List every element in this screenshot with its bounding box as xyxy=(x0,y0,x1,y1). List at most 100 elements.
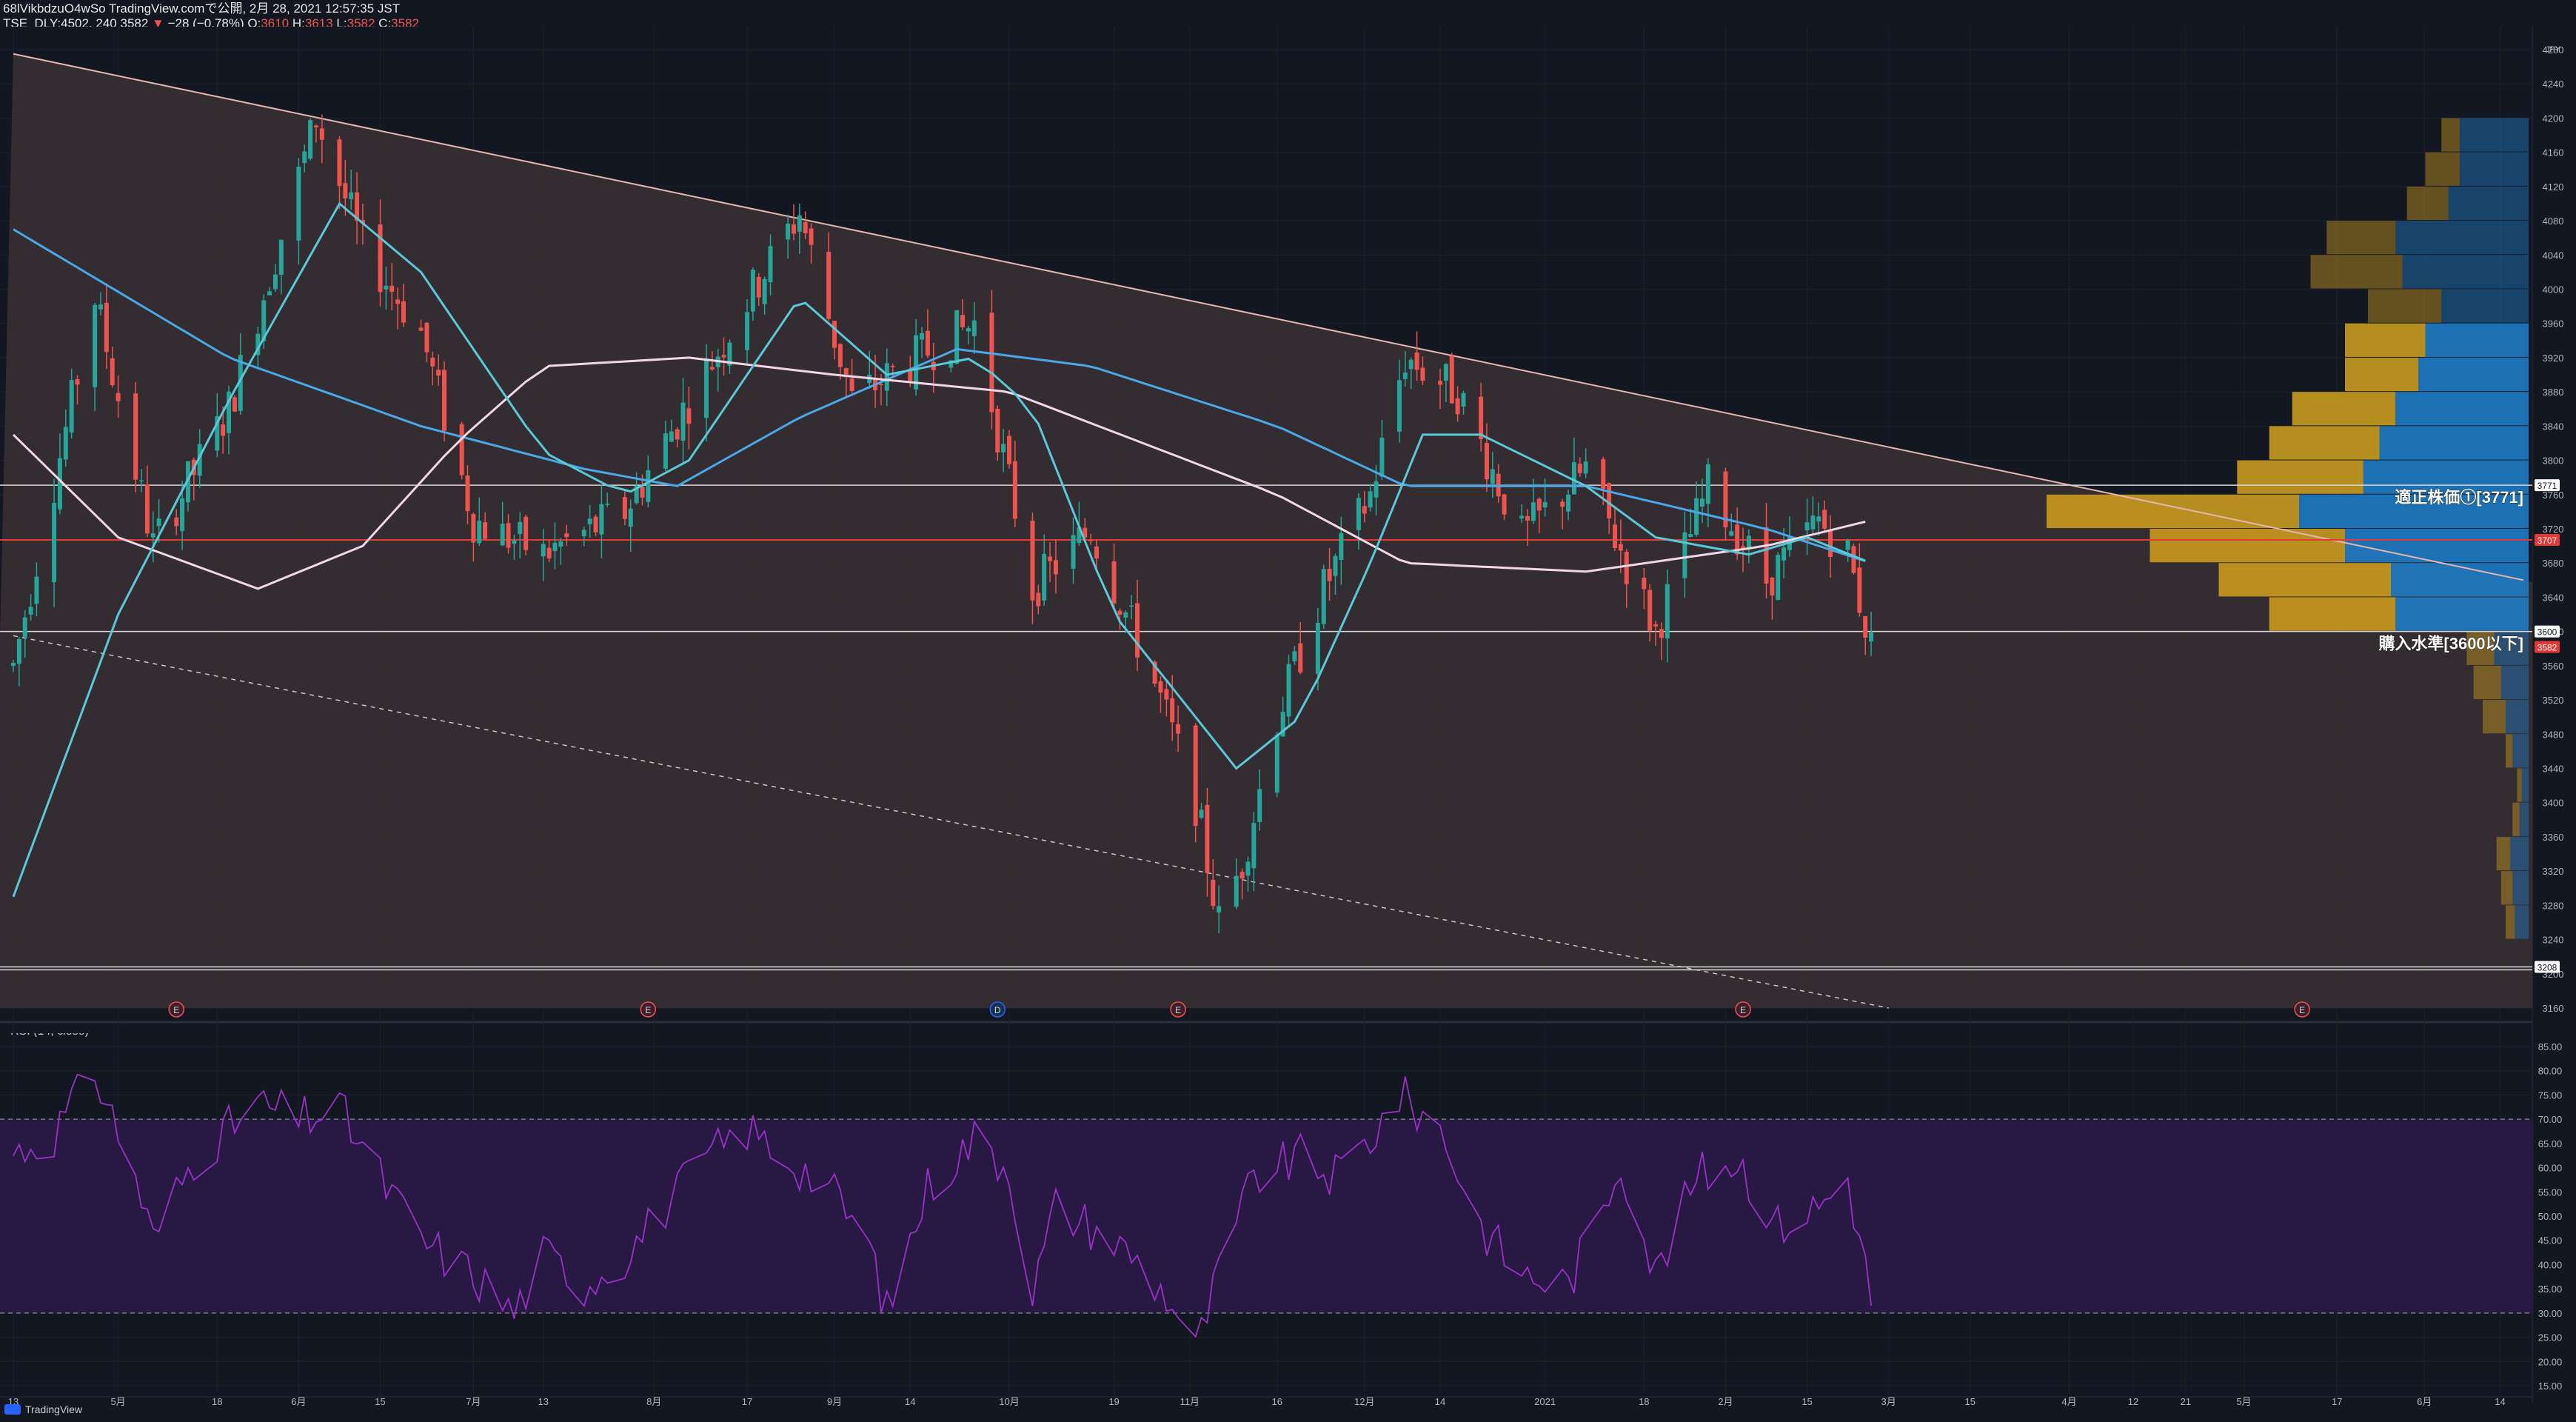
time-tick-label: 2021 xyxy=(1534,1396,1556,1407)
candle-body xyxy=(1012,461,1017,519)
candle-body xyxy=(1257,789,1262,822)
candle-body xyxy=(1408,359,1414,370)
candle-body xyxy=(1211,879,1216,907)
candle-body xyxy=(395,299,401,304)
time-tick-label: 14 xyxy=(2495,1396,2505,1407)
candle-body xyxy=(1845,540,1850,550)
candle-body xyxy=(971,320,977,336)
candle-body xyxy=(1286,664,1291,717)
candle-body xyxy=(1094,546,1099,559)
candle-body xyxy=(878,384,883,385)
earnings-marker-label: D xyxy=(994,1005,1001,1015)
time-tick-label: 18 xyxy=(212,1396,222,1407)
candle-body xyxy=(1158,681,1163,693)
candle-body xyxy=(471,513,476,543)
candle-body xyxy=(1321,569,1326,624)
candle-body xyxy=(34,576,39,604)
price-tag-label: 3600 xyxy=(2537,627,2557,638)
candle-body xyxy=(296,167,301,241)
candle-body xyxy=(762,278,767,304)
candle-body xyxy=(558,541,563,547)
candle-body xyxy=(98,304,103,310)
candle-body xyxy=(1782,547,1787,561)
volume-profile-up-bar xyxy=(2512,871,2529,905)
candle-body xyxy=(849,378,854,391)
volume-profile-up-bar xyxy=(2391,563,2529,597)
price-tick-label: 3880 xyxy=(2543,387,2564,398)
volume-profile-up-bar xyxy=(2441,289,2529,323)
ma120-line xyxy=(12,356,1866,590)
candle-body xyxy=(1869,632,1874,642)
candle-body xyxy=(349,192,354,199)
volume-profile-up-bar xyxy=(2521,768,2529,802)
candle-body xyxy=(384,285,389,290)
rsi-tick-label: 25.00 xyxy=(2538,1332,2563,1343)
volume-profile-up-bar xyxy=(2395,597,2529,631)
candle-body xyxy=(93,304,98,387)
candle-body xyxy=(966,327,971,332)
candle-body xyxy=(430,357,435,367)
candle-body xyxy=(69,380,74,433)
candle-body xyxy=(197,444,202,476)
candle-body xyxy=(1176,724,1181,734)
candle-body xyxy=(920,333,925,340)
volume-profile-down-bar xyxy=(2292,392,2396,426)
candle-body xyxy=(1362,506,1367,514)
candle-body xyxy=(1164,689,1169,700)
candle-body xyxy=(1135,603,1140,658)
price-tag-label: 3707 xyxy=(2537,535,2557,546)
price-tick-label: 4280 xyxy=(2543,44,2564,56)
currency-label: JPY xyxy=(2546,45,2561,54)
candle-body xyxy=(500,524,505,546)
time-tick-label: 2月 xyxy=(1718,1396,1733,1407)
price-tag xyxy=(2535,479,2560,492)
candle-body xyxy=(1479,396,1484,439)
candle-body xyxy=(518,521,523,534)
candle-body xyxy=(1612,524,1617,548)
candle-body xyxy=(267,291,272,296)
candle-body xyxy=(1111,561,1117,604)
candle-body xyxy=(669,431,674,442)
time-tick-label: 17 xyxy=(742,1396,752,1407)
earnings-marker-label: E xyxy=(173,1005,179,1015)
time-tick-label: 16 xyxy=(1272,1396,1282,1407)
rsi-tick-label: 70.00 xyxy=(2538,1114,2563,1125)
candle-body xyxy=(843,367,849,378)
candle-body xyxy=(1484,443,1489,480)
candle-body xyxy=(995,408,1000,453)
volume-profile-up-bar xyxy=(2379,426,2529,460)
candle-body xyxy=(1274,735,1279,793)
candle-body xyxy=(756,276,761,298)
candle-body xyxy=(1647,590,1653,631)
candle-body xyxy=(686,408,692,424)
candle-body xyxy=(709,367,715,370)
rsi-tick-label: 35.00 xyxy=(2538,1284,2563,1295)
candle-body xyxy=(22,617,27,638)
candle-body xyxy=(1420,367,1425,381)
time-tick-label: 7月 xyxy=(466,1396,481,1407)
volume-profile-up-bar xyxy=(2345,529,2529,563)
time-tick-label: 8月 xyxy=(646,1396,661,1407)
price-tick-label: 4240 xyxy=(2543,79,2564,90)
publish-info: 68lVikbdzuO4wSo TradingView.comで公開, 2月 2… xyxy=(3,1,401,16)
time-tick-label: 14 xyxy=(1435,1396,1445,1407)
time-tick-label: 19 xyxy=(1108,1396,1119,1407)
candle-body xyxy=(581,530,586,536)
volume-profile-down-bar xyxy=(2237,460,2363,494)
volume-profile-up-bar xyxy=(2363,460,2529,494)
candle-body xyxy=(104,302,109,353)
candle-body xyxy=(360,220,365,224)
volume-profile-down-bar xyxy=(2483,700,2506,734)
candle-body xyxy=(884,363,889,391)
candle-body xyxy=(1741,546,1746,549)
candle-body xyxy=(1490,469,1495,484)
candle-body xyxy=(1036,592,1041,607)
candle-body xyxy=(1053,560,1058,575)
candle-body xyxy=(1280,712,1285,737)
candle-body xyxy=(1356,498,1361,530)
volume-profile-up-bar xyxy=(2519,802,2529,836)
volume-profile-down-bar xyxy=(2506,905,2515,939)
candle-body xyxy=(1245,861,1251,876)
volume-profile-down-bar xyxy=(2345,357,2419,392)
